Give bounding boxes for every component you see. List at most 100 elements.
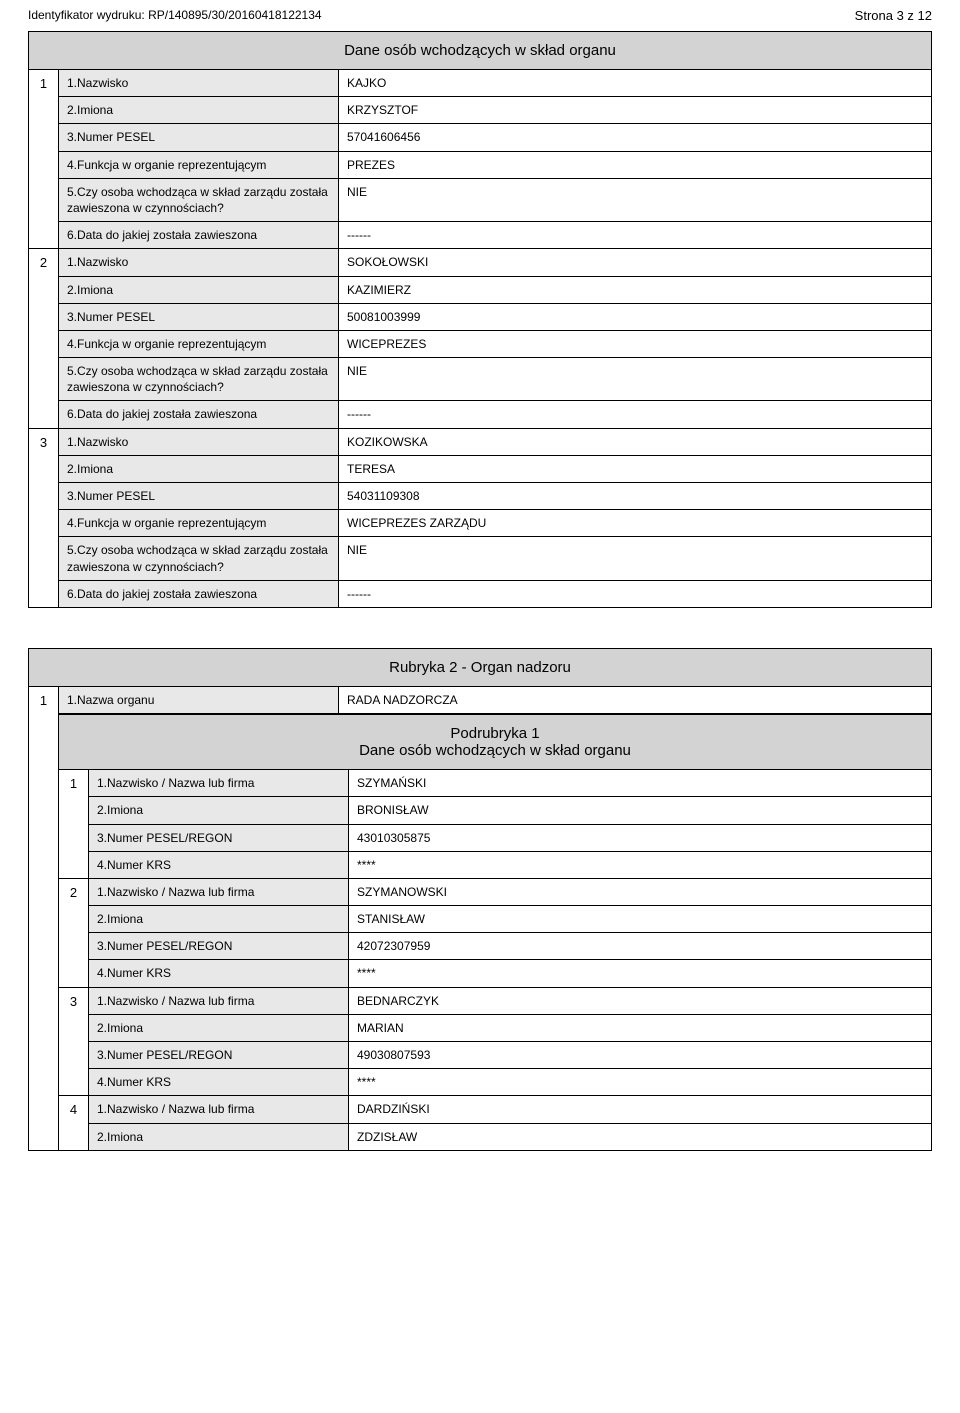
field-value: 57041606456: [339, 124, 931, 150]
field-value: WICEPREZES ZARZĄDU: [339, 510, 931, 536]
field-value: TERESA: [339, 456, 931, 482]
field-row: 2.ImionaMARIAN: [89, 1015, 931, 1042]
field-label: 3.Numer PESEL/REGON: [89, 933, 349, 959]
field-row: 6.Data do jakiej została zawieszona-----…: [59, 222, 931, 248]
field-row: 1.Nazwisko / Nazwa lub firmaBEDNARCZYK: [89, 988, 931, 1015]
field-label: 6.Data do jakiej została zawieszona: [59, 222, 339, 248]
field-row: 4.Numer KRS****: [89, 1069, 931, 1095]
field-value: 54031109308: [339, 483, 931, 509]
field-label: 5.Czy osoba wchodząca w skład zarządu zo…: [59, 358, 339, 400]
field-value: STANISŁAW: [349, 906, 931, 932]
section-supervisory: Rubryka 2 - Organ nadzoru 1 1.Nazwa orga…: [28, 648, 932, 1151]
field-value: ------: [339, 222, 931, 248]
field-value: ****: [349, 852, 931, 878]
supervisory-person-row: 31.Nazwisko / Nazwa lub firmaBEDNARCZYK2…: [59, 987, 931, 1096]
field-row: 6.Data do jakiej została zawieszona-----…: [59, 581, 931, 607]
person-entry: 1.Nazwisko / Nazwa lub firmaBEDNARCZYK2.…: [89, 988, 931, 1096]
field-row: 2.ImionaKAZIMIERZ: [59, 277, 931, 304]
field-row: 5.Czy osoba wchodząca w skład zarządu zo…: [59, 179, 931, 222]
person-entry: 1.NazwiskoKOZIKOWSKA2.ImionaTERESA3.Nume…: [59, 429, 931, 607]
field-label: 3.Numer PESEL: [59, 124, 339, 150]
field-value: KRZYSZTOF: [339, 97, 931, 123]
field-value: BEDNARCZYK: [349, 988, 931, 1014]
person-list: 11.NazwiskoKAJKO2.ImionaKRZYSZTOF3.Numer…: [29, 70, 931, 607]
field-row: 1.Nazwisko / Nazwa lub firmaSZYMAŃSKI: [89, 770, 931, 797]
print-id-prefix: Identyfikator wydruku:: [28, 8, 145, 22]
field-label: 2.Imiona: [89, 797, 349, 823]
field-value: SZYMAŃSKI: [349, 770, 931, 796]
field-label: 1.Nazwisko / Nazwa lub firma: [89, 770, 349, 796]
field-row: 4.Numer KRS****: [89, 960, 931, 986]
field-value: WICEPREZES: [339, 331, 931, 357]
section-title: Dane osób wchodzących w skład organu: [29, 32, 931, 70]
row-index: 1: [29, 70, 59, 248]
field-value: ZDZISŁAW: [349, 1124, 931, 1150]
field-row: 2.ImionaKRZYSZTOF: [59, 97, 931, 124]
organ-entry: 1.Nazwa organu RADA NADZORCZA Podrubryka…: [59, 687, 931, 1150]
supervisory-person-row: 21.Nazwisko / Nazwa lub firmaSZYMANOWSKI…: [59, 878, 931, 987]
supervisory-person-list: 11.Nazwisko / Nazwa lub firmaSZYMAŃSKI2.…: [59, 769, 931, 1150]
field-row: 5.Czy osoba wchodząca w skład zarządu zo…: [59, 537, 931, 580]
field-label: 2.Imiona: [59, 97, 339, 123]
field-row: 2.ImionaTERESA: [59, 456, 931, 483]
row-index: 1: [29, 687, 59, 1150]
field-label: 3.Numer PESEL/REGON: [89, 1042, 349, 1068]
field-row: 4.Numer KRS****: [89, 852, 931, 878]
field-row: 3.Numer PESEL57041606456: [59, 124, 931, 151]
field-value: 43010305875: [349, 825, 931, 851]
field-row: 2.ImionaZDZISŁAW: [89, 1124, 931, 1150]
field-value: ------: [339, 581, 931, 607]
row-index: 1: [59, 770, 89, 878]
subsection-line1: Podrubryka 1: [450, 725, 539, 742]
field-label: 4.Funkcja w organie reprezentującym: [59, 510, 339, 536]
field-label: 6.Data do jakiej została zawieszona: [59, 581, 339, 607]
person-entry: 1.NazwiskoSOKOŁOWSKI2.ImionaKAZIMIERZ3.N…: [59, 249, 931, 427]
field-value: BRONISŁAW: [349, 797, 931, 823]
field-label: 2.Imiona: [89, 906, 349, 932]
field-value: NIE: [339, 537, 931, 579]
field-row: 2.ImionaSTANISŁAW: [89, 906, 931, 933]
field-row: 3.Numer PESEL/REGON43010305875: [89, 825, 931, 852]
field-label: 4.Numer KRS: [89, 1069, 349, 1095]
field-label: 4.Funkcja w organie reprezentującym: [59, 152, 339, 178]
field-row: 6.Data do jakiej została zawieszona-----…: [59, 401, 931, 427]
field-row: 1.NazwiskoKOZIKOWSKA: [59, 429, 931, 456]
field-label: 2.Imiona: [59, 456, 339, 482]
field-row: 5.Czy osoba wchodząca w skład zarządu zo…: [59, 358, 931, 401]
section-title: Rubryka 2 - Organ nadzoru: [29, 649, 931, 687]
person-row: 21.NazwiskoSOKOŁOWSKI2.ImionaKAZIMIERZ3.…: [29, 249, 931, 428]
field-label: 3.Numer PESEL: [59, 304, 339, 330]
field-label: 6.Data do jakiej została zawieszona: [59, 401, 339, 427]
person-row: 11.NazwiskoKAJKO2.ImionaKRZYSZTOF3.Numer…: [29, 70, 931, 249]
field-row: 4.Funkcja w organie reprezentującymWICEP…: [59, 331, 931, 358]
section-organ-members: Dane osób wchodzących w skład organu 11.…: [28, 31, 932, 608]
field-row: 3.Numer PESEL/REGON42072307959: [89, 933, 931, 960]
field-value: SOKOŁOWSKI: [339, 249, 931, 275]
supervisory-person-row: 41.Nazwisko / Nazwa lub firmaDARDZIŃSKI2…: [59, 1095, 931, 1149]
field-value: KAZIMIERZ: [339, 277, 931, 303]
field-value: ------: [339, 401, 931, 427]
organ-row: 1 1.Nazwa organu RADA NADZORCZA Podrubry…: [29, 687, 931, 1150]
row-index: 3: [59, 988, 89, 1096]
row-index: 3: [29, 429, 59, 607]
field-value: RADA NADZORCZA: [339, 687, 931, 713]
field-row: 1.Nazwisko / Nazwa lub firmaDARDZIŃSKI: [89, 1096, 931, 1123]
field-value: ****: [349, 960, 931, 986]
field-value: MARIAN: [349, 1015, 931, 1041]
field-label: 1.Nazwisko: [59, 249, 339, 275]
field-label: 1.Nazwisko / Nazwa lub firma: [89, 1096, 349, 1122]
field-value: ****: [349, 1069, 931, 1095]
field-label: 1.Nazwisko / Nazwa lub firma: [89, 879, 349, 905]
field-row: 1.NazwiskoKAJKO: [59, 70, 931, 97]
field-row: 3.Numer PESEL50081003999: [59, 304, 931, 331]
field-value: 42072307959: [349, 933, 931, 959]
field-label: 2.Imiona: [89, 1124, 349, 1150]
page-header: Identyfikator wydruku: RP/140895/30/2016…: [28, 8, 932, 23]
subsection-title: Podrubryka 1 Dane osób wchodzących w skł…: [59, 714, 931, 769]
field-value: KOZIKOWSKA: [339, 429, 931, 455]
field-label: 3.Numer PESEL/REGON: [89, 825, 349, 851]
field-row: 2.ImionaBRONISŁAW: [89, 797, 931, 824]
field-label: 1.Nazwa organu: [59, 687, 339, 713]
subsection-line2: Dane osób wchodzących w skład organu: [63, 742, 927, 759]
field-label: 4.Numer KRS: [89, 852, 349, 878]
